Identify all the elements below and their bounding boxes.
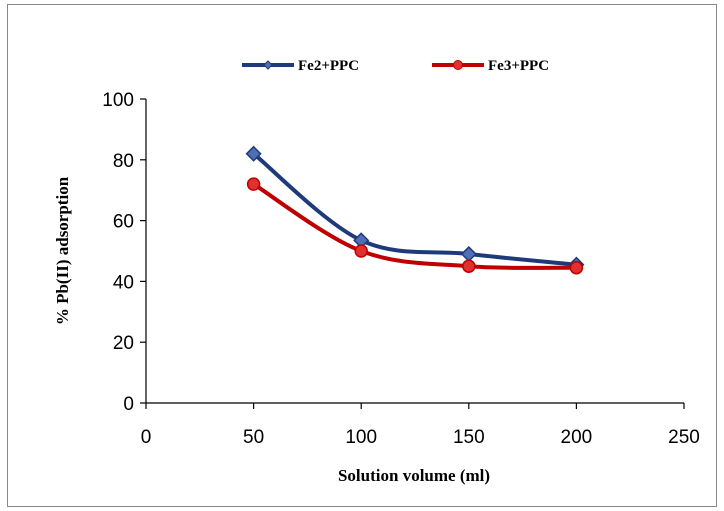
y-tick-label: 20 bbox=[113, 333, 134, 354]
data-point bbox=[462, 259, 476, 273]
x-axis-title: Solution volume (ml) bbox=[338, 466, 490, 485]
x-tick-label: 0 bbox=[141, 427, 152, 448]
x-tick-label: 50 bbox=[243, 427, 264, 448]
series-line bbox=[252, 182, 577, 270]
x-tick-label: 150 bbox=[453, 427, 485, 448]
y-tick-label: 100 bbox=[102, 90, 134, 111]
y-tick-label: 60 bbox=[113, 212, 134, 233]
data-point bbox=[245, 145, 262, 162]
legend-marker bbox=[263, 60, 273, 70]
data-point bbox=[354, 244, 368, 258]
axes: 0 20 40 60 80 100 0 50 100 150 200 250 bbox=[102, 90, 700, 448]
series-layer bbox=[245, 145, 585, 275]
series-fe2-ppc bbox=[245, 145, 585, 273]
legend: Fe2+PPC Fe3+PPC bbox=[242, 58, 549, 74]
y-tick-label: 0 bbox=[123, 394, 134, 415]
data-point bbox=[246, 177, 261, 191]
data-point bbox=[569, 260, 584, 275]
x-tick-label: 250 bbox=[668, 427, 700, 448]
x-tick-label: 200 bbox=[561, 427, 593, 448]
data-point bbox=[460, 245, 477, 263]
series-line bbox=[252, 152, 577, 267]
legend-item: Fe3+PPC bbox=[432, 58, 549, 74]
y-tick-label: 40 bbox=[113, 272, 134, 293]
legend-label: Fe3+PPC bbox=[488, 58, 549, 74]
x-tick-label: 100 bbox=[345, 427, 377, 448]
series-fe3-ppc bbox=[246, 177, 584, 275]
legend-label: Fe2+PPC bbox=[298, 58, 359, 74]
y-tick-label: 80 bbox=[113, 151, 134, 172]
legend-item: Fe2+PPC bbox=[242, 58, 359, 74]
legend-marker bbox=[453, 60, 463, 70]
y-axis-title: % Pb(II) adsorption bbox=[53, 176, 72, 325]
